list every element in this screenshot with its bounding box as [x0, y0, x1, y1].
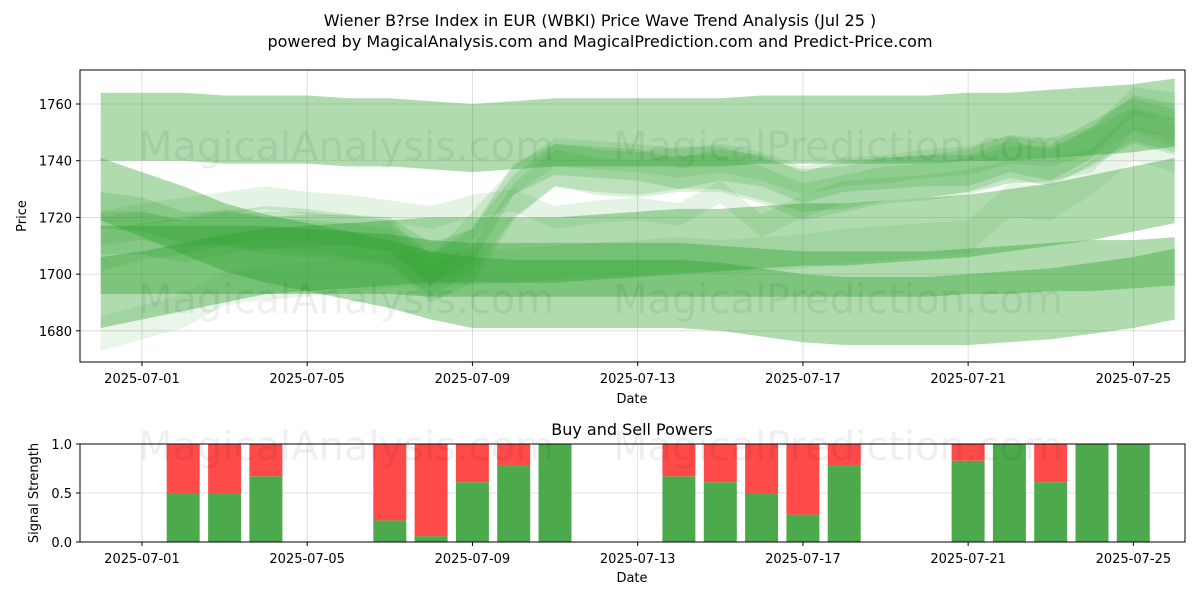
price-ytick-label: 1680 [39, 325, 72, 340]
wave-band-9 [100, 126, 1175, 351]
signal-xtick-label: 2025-07-21 [930, 552, 1006, 567]
buy-bar [662, 476, 696, 542]
buy-bar [497, 465, 531, 542]
sell-bar [166, 444, 200, 493]
sell-bar [745, 444, 779, 493]
buy-bar [992, 444, 1026, 542]
price-wave-bands [100, 78, 1175, 351]
signal-ytick-label: 0.5 [51, 487, 72, 502]
price-ytick-label: 1720 [39, 211, 72, 226]
buy-bar [786, 514, 820, 542]
sell-bar [1034, 444, 1068, 483]
wave-band-5 [100, 95, 1175, 283]
signal-y-axis: 0.0 0.5 1.0 [51, 438, 80, 551]
signal-x-axis: 2025-07-01 2025-07-05 2025-07-09 2025-07-13… [104, 542, 1171, 567]
wave-band-8 [100, 109, 1175, 238]
signal-xtick-label: 2025-07-25 [1096, 552, 1172, 567]
buy-bar [538, 444, 572, 542]
price-plot-border [79, 69, 1186, 363]
price-grid [80, 70, 1185, 362]
buy-bar [1034, 482, 1068, 542]
signal-ytick-label: 1.0 [51, 438, 72, 453]
buy-bar [1116, 444, 1150, 542]
sell-bar [786, 444, 820, 515]
price-ytick-label: 1760 [39, 98, 72, 113]
price-xtick-label: 2025-07-01 [104, 372, 180, 387]
sell-bar [249, 444, 283, 477]
price-xtick-label: 2025-07-17 [765, 372, 841, 387]
price-chart: MagicalAnalysis.com MagicalPrediction.co… [15, 69, 1186, 407]
wave-band-10 [100, 98, 1175, 297]
signal-xtick-label: 2025-07-05 [269, 552, 345, 567]
sell-bar [827, 444, 861, 466]
sell-bar [414, 444, 448, 537]
price-ytick-label: 1740 [39, 155, 72, 170]
figure-title-line1: Wiener B?rse Index in EUR (WBKI) Price W… [324, 11, 876, 30]
watermark-mid-right: MagicalPrediction.com [613, 277, 1063, 323]
price-xtick-label: 2025-07-13 [600, 372, 676, 387]
signal-xtick-label: 2025-07-13 [600, 552, 676, 567]
price-y-axis-label: Price [15, 200, 30, 232]
buy-bar [745, 493, 779, 542]
watermark-top-right: MagicalPrediction.com [613, 124, 1063, 170]
sell-bar [497, 444, 531, 466]
wave-band-3 [100, 157, 1175, 345]
signal-chart: Buy and Sell Powers MagicalAnalysis.com … [27, 420, 1186, 586]
wave-band-6 [100, 106, 1175, 303]
signal-xtick-label: 2025-07-17 [765, 552, 841, 567]
watermark-bottom-left: MagicalAnalysis.com [138, 424, 554, 470]
wave-band-1 [100, 78, 1175, 173]
wave-band-7 [100, 87, 1175, 286]
price-x-axis-label: Date [616, 392, 647, 407]
buy-bar [373, 520, 407, 542]
figure-title-line2: powered by MagicalAnalysis.com and Magic… [267, 32, 932, 51]
signal-y-axis-label: Signal Strength [27, 443, 42, 543]
sell-bar [703, 444, 737, 483]
sell-bar [951, 444, 985, 461]
signal-bars [166, 444, 1150, 542]
price-xtick-label: 2025-07-09 [435, 372, 511, 387]
watermark-bottom-right: MagicalPrediction.com [613, 424, 1063, 470]
buy-bar [827, 465, 861, 542]
buy-bar [951, 460, 985, 542]
price-xtick-label: 2025-07-05 [269, 372, 345, 387]
price-xtick-label: 2025-07-25 [1096, 372, 1172, 387]
sell-bar [455, 444, 489, 483]
buy-bar [703, 482, 737, 542]
sell-bar [208, 444, 242, 493]
buy-bar [1075, 444, 1109, 542]
sell-bar [662, 444, 696, 477]
buy-bar [455, 482, 489, 542]
price-plot-frame [80, 70, 1185, 362]
price-ytick-label: 1700 [39, 268, 72, 283]
buy-bar [249, 476, 283, 542]
buy-bar [166, 493, 200, 542]
buy-bar [414, 536, 448, 542]
signal-ytick-label: 0.0 [51, 536, 72, 551]
watermark-top-left: MagicalAnalysis.com [138, 124, 554, 170]
signal-xtick-label: 2025-07-09 [435, 552, 511, 567]
buy-bar [208, 493, 242, 542]
price-xtick-label: 2025-07-21 [930, 372, 1006, 387]
signal-x-axis-label: Date [616, 571, 647, 586]
watermark-mid-left: MagicalAnalysis.com [138, 277, 554, 323]
price-x-axis: 2025-07-01 2025-07-05 2025-07-09 2025-07-13… [104, 362, 1171, 387]
signal-xtick-label: 2025-07-01 [104, 552, 180, 567]
signal-chart-title: Buy and Sell Powers [551, 420, 713, 439]
wave-band-4 [100, 157, 1175, 328]
wave-band-2 [100, 225, 1175, 297]
price-y-axis: 1680 1700 1720 1740 1760 [39, 98, 80, 340]
sell-bar [373, 444, 407, 521]
